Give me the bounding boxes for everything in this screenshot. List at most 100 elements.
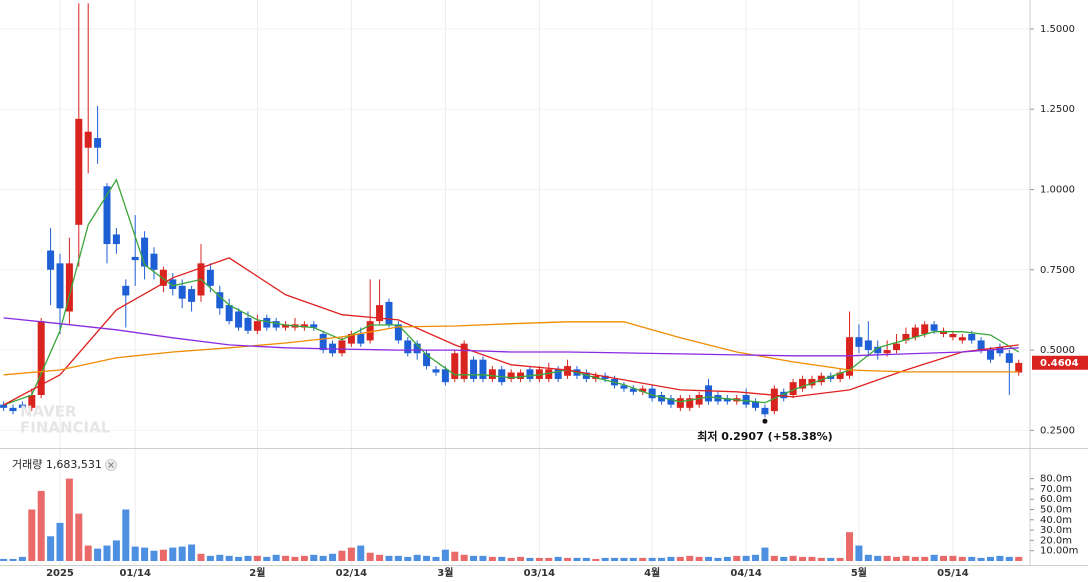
candle-body — [310, 324, 318, 328]
candle-body — [695, 395, 703, 405]
candle-body — [545, 369, 553, 379]
y-tick-label: 60.0m — [1040, 494, 1072, 505]
volume-bar — [911, 556, 919, 561]
volume-bar — [545, 557, 553, 561]
candle-body — [799, 378, 807, 389]
candle-body — [94, 138, 102, 148]
volume-bar — [385, 555, 393, 561]
candle-body — [178, 285, 186, 299]
volume-bar — [601, 557, 609, 561]
candle-body — [131, 256, 139, 261]
y-tick-label: 20.0m — [1040, 535, 1072, 546]
volume-bar — [394, 555, 402, 561]
volume-bar — [206, 555, 214, 561]
y-tick-label: 1.2500 — [1040, 104, 1075, 115]
volume-bar — [996, 555, 1004, 561]
candle-body — [723, 398, 731, 402]
candle-body — [780, 391, 788, 399]
candle-body — [263, 317, 271, 328]
candle-body — [235, 311, 243, 328]
volume-bar — [338, 550, 346, 561]
candle-body — [338, 340, 346, 354]
candle-body — [404, 340, 412, 354]
candle-body — [122, 285, 130, 296]
low-marker — [762, 418, 768, 424]
candle-body — [376, 305, 384, 322]
volume-bar — [987, 556, 995, 561]
volume-bar — [235, 556, 243, 561]
volume-bar — [592, 558, 600, 561]
close-icon[interactable] — [105, 459, 117, 471]
volume-bar — [761, 547, 769, 561]
volume-bar — [413, 554, 421, 561]
watermark: FINANCIAL — [20, 419, 111, 437]
volume-bar — [103, 545, 111, 561]
volume-bar — [329, 553, 337, 561]
volume-bar — [958, 556, 966, 561]
candle-body — [601, 375, 609, 379]
volume-bar — [366, 552, 374, 561]
volume-bar — [460, 554, 468, 561]
volume-bar — [169, 547, 177, 561]
x-tick-label: 2월 — [249, 567, 265, 579]
candle-body — [987, 350, 995, 360]
volume-bar — [770, 555, 778, 561]
candle-body — [28, 395, 36, 408]
volume-bar — [893, 556, 901, 561]
volume-bar — [488, 556, 496, 561]
volume-bar — [573, 557, 581, 561]
volume-bar — [940, 555, 948, 561]
candle-body — [84, 131, 92, 148]
plot-layer — [0, 0, 1030, 565]
candle-body — [1005, 353, 1013, 363]
y-tick-label: 1.0000 — [1040, 184, 1075, 195]
volume-bar — [112, 540, 120, 561]
x-tick-label: 5월 — [851, 567, 867, 579]
volume-bar — [874, 555, 882, 561]
volume-bar — [357, 545, 365, 561]
volume-bar — [319, 555, 327, 561]
candle-body — [188, 289, 196, 302]
x-tick-label: 05/14 — [937, 568, 969, 579]
y-tick-label: 80.0m — [1040, 474, 1072, 485]
volume-bar — [742, 555, 750, 561]
volume-bar — [864, 554, 872, 561]
volume-bar — [620, 557, 628, 561]
volume-bar — [188, 544, 196, 561]
close-icon-x[interactable] — [108, 462, 114, 468]
candle-body — [18, 404, 26, 408]
candle-body — [441, 369, 449, 383]
candle-body — [460, 343, 468, 379]
candle-body — [958, 337, 966, 341]
candle-body — [479, 359, 487, 379]
y-tick-label: 0.5000 — [1040, 345, 1075, 356]
candle-body — [996, 346, 1004, 354]
volume-bar — [733, 555, 741, 561]
volume-bar — [28, 509, 36, 561]
volume-bar — [441, 549, 449, 561]
volume-bar — [535, 557, 543, 561]
volume-bar — [629, 557, 637, 561]
candle-body — [56, 263, 64, 309]
candle-body — [423, 353, 431, 367]
candle-body — [150, 253, 158, 270]
candle-body — [620, 385, 628, 389]
candle-body — [883, 350, 891, 354]
candle-body — [432, 369, 440, 373]
volume-bar — [432, 556, 440, 561]
candle-body — [864, 340, 872, 351]
candle-body — [413, 343, 421, 354]
moving-average — [3, 257, 1019, 406]
volume-bar — [883, 555, 891, 561]
candle-body — [968, 333, 976, 341]
candle-body — [676, 398, 684, 408]
candle-body — [648, 388, 656, 399]
volume-bar — [244, 555, 252, 561]
volume-bar — [836, 557, 844, 561]
candle-body — [394, 324, 402, 341]
candle-body — [498, 369, 506, 383]
y-tick-label: 0.2500 — [1040, 425, 1075, 436]
volume-bar — [1005, 556, 1013, 561]
x-tick-label: 3월 — [437, 567, 453, 579]
candle-body — [385, 301, 393, 325]
